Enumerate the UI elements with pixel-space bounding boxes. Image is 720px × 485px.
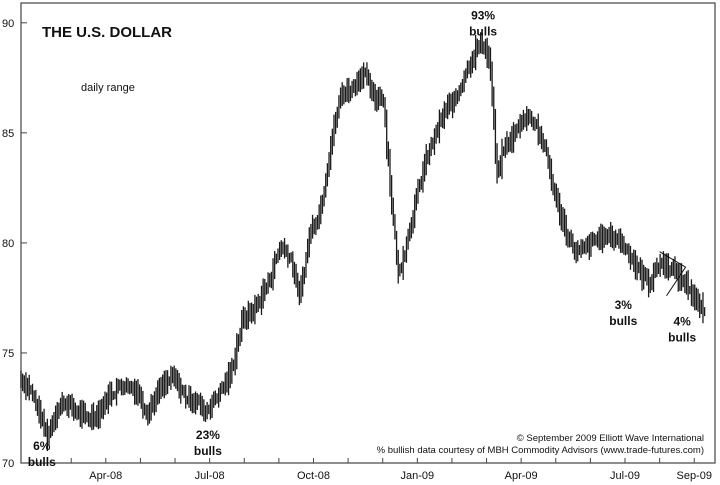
x-tick-label: Apr-08: [89, 470, 122, 482]
triangle-pattern: [659, 251, 687, 297]
bullish-annotation: 23%: [196, 428, 220, 442]
y-tick-label: 75: [2, 348, 14, 360]
y-tick-label: 70: [2, 458, 14, 470]
x-tick-label: Jul-09: [610, 470, 640, 482]
plot-area: [20, 2, 716, 464]
x-tick-label: Apr-09: [505, 470, 538, 482]
price-bars: [20, 32, 706, 452]
y-axis: 70 75 80 85 90: [2, 18, 27, 470]
x-tick-label: Sep-09: [676, 470, 711, 482]
bullish-annotation: bulls: [28, 455, 56, 469]
triangle-lines: [659, 251, 687, 297]
bullish-annotation: 93%: [471, 9, 495, 23]
y-tick-label: 85: [2, 128, 14, 140]
plot-frame: [20, 2, 716, 464]
x-tick-label: Oct-08: [297, 470, 330, 482]
x-tick-label: Jan-09: [401, 470, 435, 482]
chart-title: THE U.S. DOLLAR: [42, 24, 172, 41]
bullish-annotation: 6%: [33, 439, 51, 453]
annotations: 6% bulls 23% bulls 93% bulls 3% bulls 4% bulls: [28, 9, 697, 469]
bullish-annotation: bulls: [469, 25, 497, 39]
chart-subtitle: daily range: [81, 82, 135, 94]
bullish-annotation: bulls: [668, 330, 696, 344]
copyright-credit: © September 2009 Elliott Wave Internatio…: [517, 433, 704, 444]
bullish-annotation: 4%: [673, 314, 691, 328]
bullish-annotation: bulls: [194, 444, 222, 458]
y-tick-label: 90: [2, 18, 14, 30]
y-tick-label: 80: [2, 238, 14, 250]
bullish-annotation: bulls: [609, 314, 637, 328]
x-axis: Apr-08 Jul-08 Oct-08 Jan-09 Apr-09 Jul-09 Sep-…: [36, 458, 712, 482]
x-tick-label: Jul-08: [195, 470, 225, 482]
bullish-annotation: 3%: [615, 298, 633, 312]
data-source-credit: % bullish data courtesy of MBH Commodity…: [377, 445, 704, 456]
